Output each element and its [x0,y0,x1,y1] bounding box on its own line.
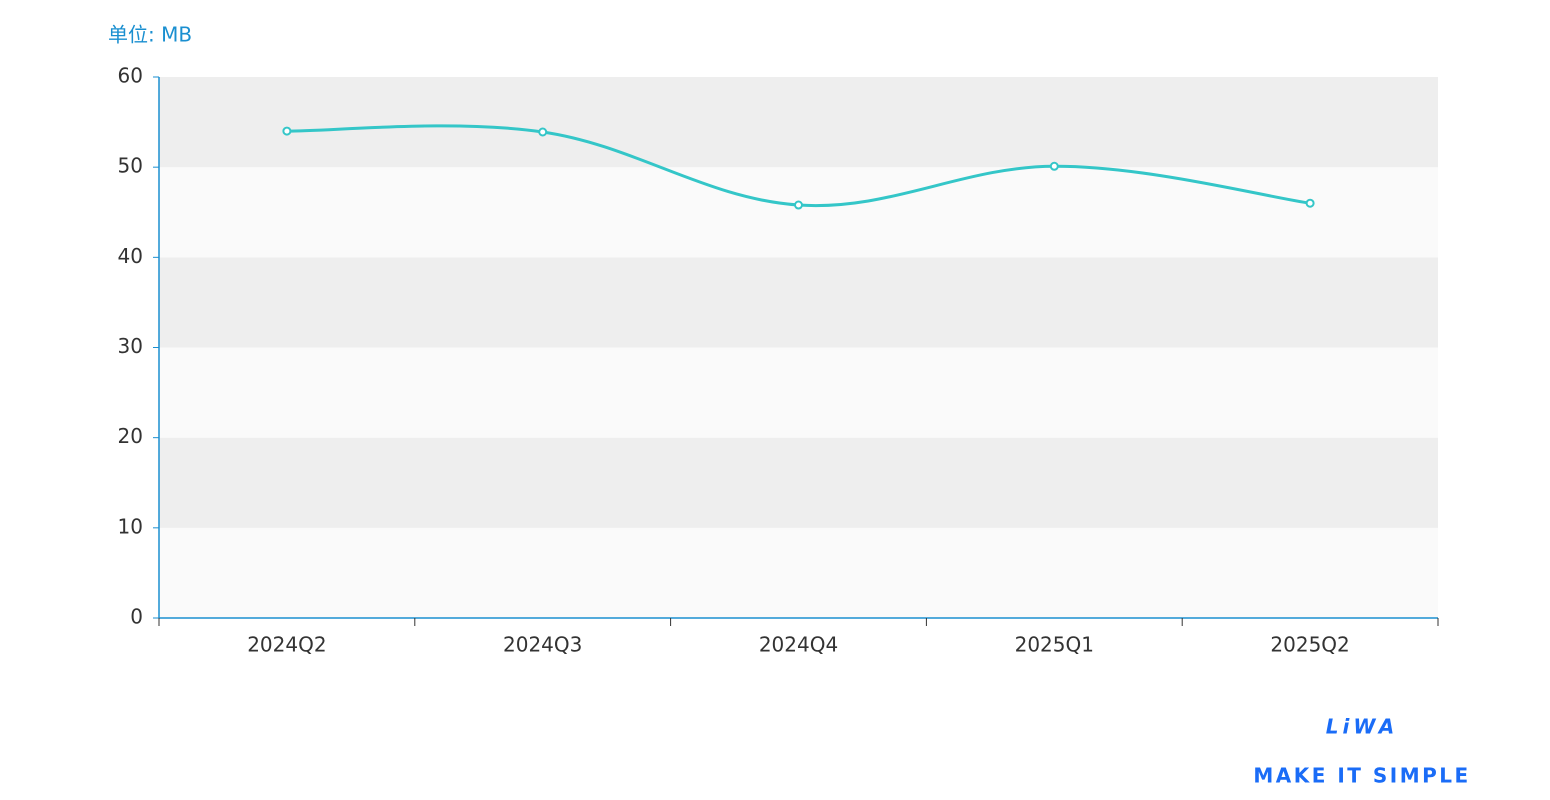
plot-area: 0 10 20 30 40 50 60 2024Q2 2024Q3 2024Q4 2025Q1 202… [118,64,1439,657]
split-area [159,77,1438,168]
x-tick-label: 2024Q3 [503,633,582,657]
logo-name: LiWA [1326,715,1398,739]
split-area [159,437,1438,528]
y-tick-label: 20 [118,424,143,448]
split-area [159,527,1438,618]
point [538,127,548,137]
split-area [159,167,1438,258]
x-tick-label: 2025Q1 [1015,633,1094,657]
y-tick-label: 10 [118,514,143,538]
y-tick-label: 0 [130,605,143,629]
split-area [159,347,1438,438]
y-tick-label: 30 [118,334,143,358]
point [1305,198,1315,208]
y-tick-label: 50 [118,154,143,178]
logo-tagline: MAKE IT SIMPLE [1253,764,1470,788]
y-tick-label: 60 [118,64,143,88]
point [794,200,803,210]
point [282,126,292,136]
x-tick-label: 2024Q4 [759,633,838,657]
x-tick-label: 2024Q2 [247,633,326,657]
split-area [159,257,1438,348]
y-tick-label: 40 [118,244,143,268]
x-tick-label: 2025Q2 [1270,633,1349,657]
unit-label: 单位: MB [108,23,192,47]
point [1049,161,1059,171]
